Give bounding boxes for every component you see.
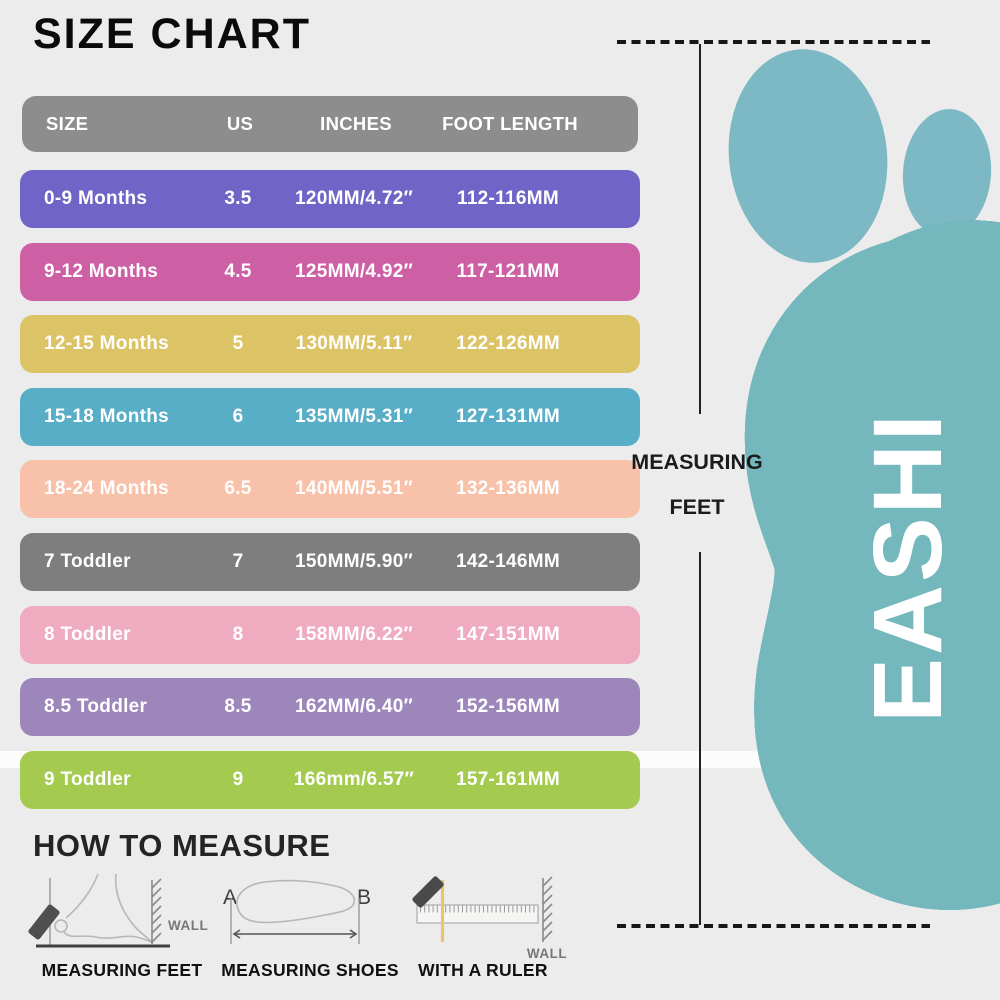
- row-size-label: 8.5 Toddler: [44, 696, 148, 718]
- row-inches-value: 162MM/6.40″: [294, 696, 414, 718]
- big-toe-shape: [728, 49, 888, 263]
- wall-hatch-icon: [542, 876, 553, 941]
- table-row: 8 Toddler 8 158MM/6.22″ 147-151MM: [20, 605, 640, 664]
- row-size-label: 0-9 Months: [44, 188, 148, 209]
- point-b-label: B: [357, 886, 371, 909]
- row-size-label: 7 Toddler: [44, 550, 131, 572]
- header-us: US: [226, 113, 254, 134]
- header-inches: INCHES: [320, 113, 392, 134]
- ruler-diagram-icon: WALL: [412, 876, 567, 961]
- size-table-rows: 0-9 Months 3.5 120MM/4.72″ 112-116MM 9-1…: [20, 170, 640, 809]
- row-inches-value: 150MM/5.90″: [294, 550, 414, 572]
- table-row: 18-24 Months 6.5 140MM/5.51″ 132-136MM: [20, 460, 640, 519]
- row-foot-length-value: 117-121MM: [456, 260, 560, 282]
- row-us-value: 6.5: [224, 478, 252, 500]
- row-us-value: 5: [232, 333, 244, 355]
- foot-ring-peach: [860, 335, 1000, 795]
- row-inches-value: 158MM/6.22″: [294, 623, 414, 645]
- shoe-outline-icon: [236, 879, 356, 924]
- row-inches-value: 130MM/5.11″: [295, 333, 413, 355]
- row-foot-length-value: 127-131MM: [455, 405, 561, 427]
- row-us-value: 8.5: [224, 696, 252, 718]
- table-row: 9-12 Months 4.5 125MM/4.92″ 117-121MM: [20, 242, 640, 301]
- wall-label: WALL: [168, 918, 208, 933]
- row-inches-value: 125MM/4.92″: [294, 260, 414, 282]
- ruler-icon: [416, 904, 539, 924]
- measuring-feet-line2: FEET: [669, 495, 725, 519]
- row-size-label: 9-12 Months: [44, 260, 159, 282]
- bottom-dashed-line: [617, 924, 930, 928]
- top-dashed-line: [617, 40, 930, 44]
- wall-hatch-icon: [151, 878, 162, 943]
- row-foot-length-value: 157-161MM: [455, 768, 561, 790]
- row-foot-length-value: 152-156MM: [455, 696, 561, 718]
- measuring-feet-diagram-icon: WALL: [28, 873, 208, 948]
- measuring-shoes-caption: MEASURING SHOES: [221, 960, 399, 980]
- how-to-measure-heading: HOW TO MEASURE: [33, 828, 331, 863]
- pencil-icon: [412, 876, 444, 908]
- with-a-ruler-caption: WITH A RULER: [418, 960, 548, 980]
- header-size: SIZE: [46, 113, 89, 134]
- page-title: SIZE CHART: [33, 10, 311, 58]
- row-foot-length-value: 122-126MM: [455, 333, 561, 355]
- small-toe-shape: [902, 109, 992, 237]
- measuring-feet-line1: MEASURING: [631, 450, 763, 474]
- measuring-feet-label: MEASURING FEET: [630, 450, 764, 520]
- brand-watermark: EASHI: [853, 411, 962, 722]
- row-us-value: 7: [232, 550, 244, 572]
- row-us-value: 9: [232, 768, 244, 790]
- row-foot-length-value: 112-116MM: [457, 188, 559, 209]
- row-size-label: 18-24 Months: [44, 478, 170, 500]
- foot-ring-cream: [860, 335, 1000, 795]
- row-size-label: 9 Toddler: [44, 768, 131, 790]
- row-us-value: 3.5: [224, 188, 252, 209]
- table-row: 0-9 Months 3.5 120MM/4.72″ 112-116MM: [20, 170, 640, 228]
- row-us-value: 8: [232, 623, 244, 645]
- row-inches-value: 140MM/5.51″: [294, 478, 414, 500]
- row-inches-value: 120MM/4.72″: [294, 188, 414, 209]
- table-row: 12-15 Months 5 130MM/5.11″ 122-126MM: [20, 315, 640, 374]
- row-size-label: 8 Toddler: [44, 623, 131, 645]
- measuring-shoes-diagram-icon: A B: [223, 879, 371, 944]
- row-inches-value: 166mm/6.57″: [293, 768, 415, 790]
- row-size-label: 15-18 Months: [44, 405, 170, 427]
- table-row: 8.5 Toddler 8.5 162MM/6.40″ 152-156MM: [20, 678, 640, 737]
- measuring-feet-caption: MEASURING FEET: [41, 960, 203, 980]
- table-row: 15-18 Months 6 135MM/5.31″ 127-131MM: [20, 387, 640, 446]
- table-row: 7 Toddler 7 150MM/5.90″ 142-146MM: [20, 532, 640, 591]
- row-foot-length-value: 147-151MM: [455, 623, 561, 645]
- row-us-value: 6: [232, 405, 244, 427]
- row-inches-value: 135MM/5.31″: [294, 405, 414, 427]
- point-a-label: A: [223, 886, 237, 909]
- row-foot-length-value: 132-136MM: [455, 478, 561, 500]
- foot-ring-outer: [744, 220, 1000, 910]
- foot-center: [860, 335, 1000, 795]
- pencil-icon: [28, 904, 60, 940]
- size-table-header: SIZE US INCHES FOOT LENGTH: [22, 96, 638, 152]
- vertical-guide-line-upper: [699, 44, 701, 414]
- row-size-label: 12-15 Months: [44, 333, 170, 355]
- row-us-value: 4.5: [224, 260, 252, 282]
- header-foot-length: FOOT LENGTH: [442, 113, 578, 134]
- vertical-guide-line-lower: [699, 552, 701, 925]
- table-row: 9 Toddler 9 166mm/6.57″ 157-161MM: [20, 750, 640, 809]
- row-foot-length-value: 142-146MM: [455, 550, 561, 572]
- foot-ring-blue: [860, 335, 1000, 795]
- wall-label: WALL: [527, 946, 567, 961]
